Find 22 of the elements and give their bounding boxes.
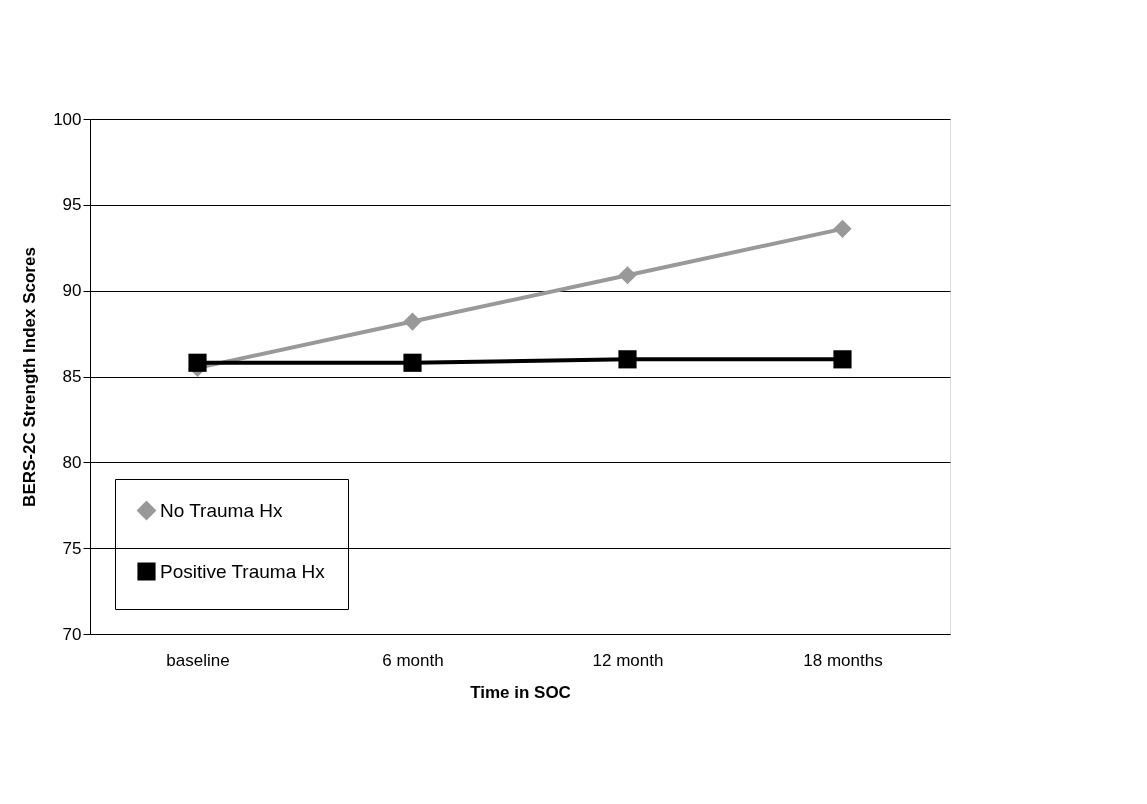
point — [403, 353, 422, 372]
y-tick-label: 85 — [62, 367, 82, 386]
legend-label: Positive Trauma Hx — [160, 560, 326, 582]
point — [403, 312, 422, 331]
point — [618, 350, 637, 369]
y-tick-label: 80 — [62, 452, 82, 472]
x-tick-label: 18 months — [803, 650, 883, 670]
point — [833, 219, 852, 238]
point — [188, 353, 207, 372]
y-axis-title: BERS-2C Strength Index Scores — [20, 247, 40, 507]
x-tick-label: baseline — [166, 650, 230, 670]
x-axis-title: Time in SOC — [470, 682, 571, 702]
y-tick-label: 90 — [62, 281, 82, 301]
y-tick-label: 95 — [62, 195, 82, 215]
x-tick-label: 6 month — [382, 650, 444, 670]
point — [833, 350, 852, 369]
x-tick-label: 12 month — [592, 650, 664, 670]
y-tick-label: 75 — [62, 538, 82, 558]
point — [618, 266, 637, 285]
y-tick-label: 70 — [62, 624, 82, 644]
y-tick-label: 100 — [53, 109, 82, 129]
legend-label: No Trauma Hx — [160, 499, 283, 521]
